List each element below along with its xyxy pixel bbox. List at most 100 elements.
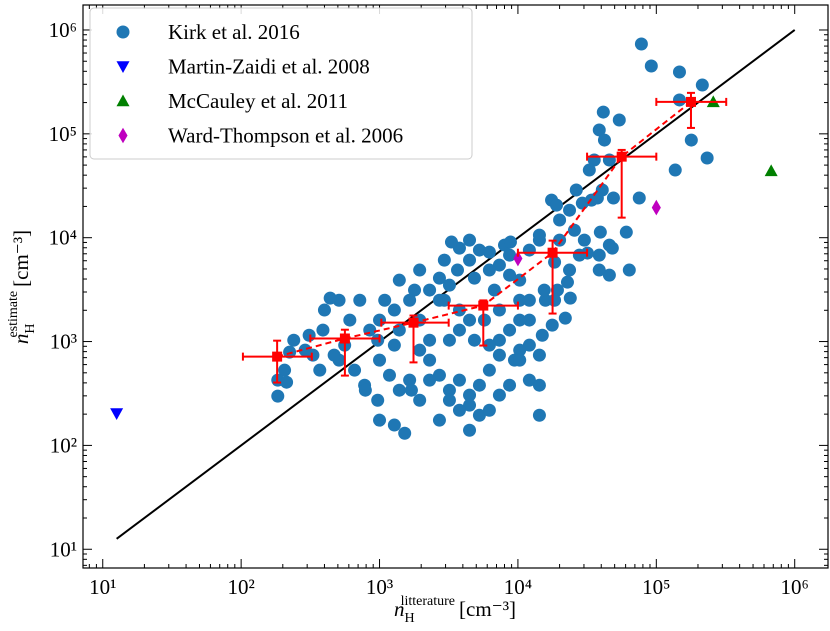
data-point	[432, 413, 446, 427]
x-axis-label: nHlitterature [cm⁻³]	[394, 594, 516, 626]
data-point	[327, 348, 341, 362]
data-point	[537, 283, 551, 297]
data-point	[403, 293, 417, 307]
data-point	[467, 271, 481, 285]
y-tick-label: 10⁶	[49, 18, 77, 42]
label-symbol: n	[9, 334, 33, 345]
data-point	[492, 258, 506, 272]
data-point	[672, 65, 686, 79]
data-point	[413, 393, 427, 407]
data-point	[437, 253, 451, 267]
data-point	[482, 263, 496, 277]
data-point	[545, 318, 559, 332]
data-point	[563, 203, 577, 217]
data-point	[558, 311, 572, 325]
data-point	[597, 133, 611, 147]
data-point	[684, 133, 698, 147]
data-point	[472, 378, 486, 392]
data-point	[482, 403, 496, 417]
legend-marker	[116, 94, 130, 107]
data-point	[764, 164, 778, 177]
data-point	[668, 163, 682, 177]
data-point	[503, 323, 517, 337]
data-point	[482, 363, 496, 377]
data-point	[403, 373, 417, 387]
legend-label: McCauley et al. 2011	[168, 89, 348, 113]
data-point	[513, 313, 527, 327]
data-point	[593, 225, 607, 239]
data-point	[602, 268, 616, 282]
data-point	[503, 268, 517, 282]
x-tick-label: 10²	[227, 575, 254, 599]
label-sub: H	[404, 611, 414, 626]
label-sup: litterature	[401, 594, 455, 609]
data-point	[442, 383, 456, 397]
data-point	[313, 363, 327, 377]
x-tick-label: 10³	[366, 575, 393, 599]
data-point	[553, 213, 567, 227]
data-point	[492, 348, 506, 362]
data-point	[463, 388, 477, 402]
data-point	[373, 313, 387, 327]
data-point	[492, 303, 506, 317]
legend-marker	[118, 127, 128, 144]
data-point	[605, 241, 619, 255]
x-tick-label: 10⁴	[504, 575, 532, 599]
data-point	[442, 393, 456, 407]
data-point	[392, 273, 406, 287]
data-point	[522, 313, 536, 327]
data-point	[392, 383, 406, 397]
data-point	[513, 343, 527, 357]
data-point	[382, 368, 396, 382]
data-point	[567, 223, 581, 237]
y-tick-label: 10²	[50, 433, 77, 457]
y-tick-label: 10¹	[50, 537, 77, 561]
data-point	[492, 388, 506, 402]
data-point	[563, 291, 577, 305]
data-point	[387, 418, 401, 432]
data-point	[452, 303, 466, 317]
data-point	[463, 253, 477, 267]
data-point	[569, 183, 583, 197]
data-point	[463, 423, 477, 437]
data-point	[387, 303, 401, 317]
data-point	[423, 373, 437, 387]
data-point	[596, 105, 610, 119]
data-point	[477, 313, 491, 327]
x-tick-label: 10⁵	[642, 575, 670, 599]
label-symbol: n	[394, 597, 405, 621]
data-point	[451, 263, 465, 277]
data-point	[423, 333, 437, 347]
data-point	[632, 191, 646, 205]
binned-point	[478, 300, 489, 311]
data-point	[535, 328, 549, 342]
data-point	[463, 398, 477, 412]
y-tick-label: 10⁴	[49, 226, 77, 250]
label-unit: [cm⁻³]	[459, 597, 516, 621]
data-point	[592, 123, 606, 137]
data-point	[110, 408, 124, 420]
data-point	[592, 248, 606, 262]
data-point	[353, 293, 367, 307]
data-point	[590, 191, 604, 205]
data-point	[522, 338, 536, 352]
data-point	[548, 255, 562, 269]
data-point	[695, 78, 709, 92]
data-point	[373, 353, 387, 367]
y-tick-label: 10³	[50, 330, 77, 354]
data-point	[283, 345, 297, 359]
data-point	[371, 393, 385, 407]
data-point	[563, 263, 577, 277]
plot-area	[110, 29, 796, 540]
data-point	[423, 353, 437, 367]
data-point	[280, 375, 294, 389]
data-point	[548, 293, 562, 307]
data-point	[482, 245, 496, 259]
data-point	[404, 383, 418, 397]
data-point	[560, 275, 574, 289]
label-unit: [cm⁻³]	[9, 230, 33, 287]
binned-point	[616, 151, 627, 162]
data-point	[700, 151, 714, 165]
data-point	[503, 378, 517, 392]
data-point	[463, 233, 477, 247]
